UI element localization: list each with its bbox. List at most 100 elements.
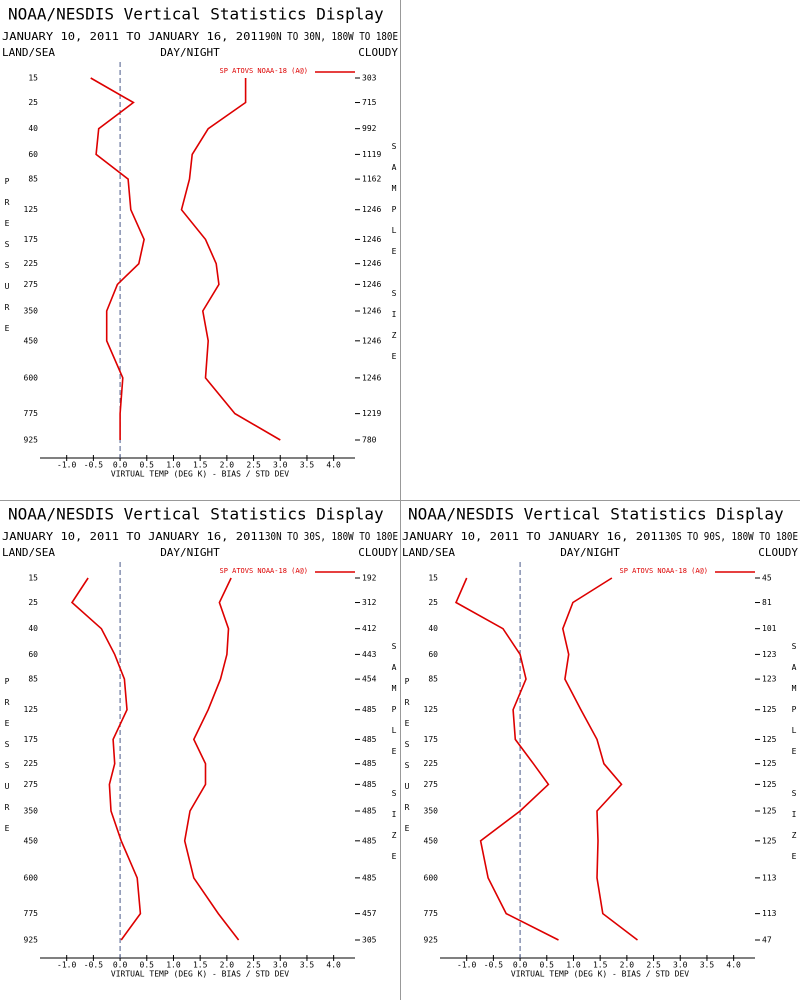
sample-size: 45: [762, 574, 772, 583]
x-tick-label: 0.5: [140, 961, 155, 970]
sample-size: 125: [762, 735, 777, 744]
x-tick-label: 2.5: [246, 961, 261, 970]
x-tick-label: 2.5: [246, 461, 261, 470]
sample-size: 992: [362, 124, 377, 133]
legend-label: SP ATOVS NOAA-18 (A@): [619, 567, 708, 575]
sample-size: 1246: [362, 306, 381, 315]
pressure-label: 600: [424, 873, 439, 882]
sample-size: 1246: [362, 259, 381, 268]
sample-size: 780: [362, 436, 377, 445]
date-range: JANUARY 10, 2011 TO JANUARY 16, 2011: [2, 530, 265, 543]
pressure-label: 925: [24, 936, 39, 945]
x-tick-label: 1.0: [566, 961, 581, 970]
sample-size: 312: [362, 598, 377, 607]
x-tick-label: -1.0: [57, 461, 76, 470]
x-tick-label: 3.5: [300, 461, 315, 470]
pressure-label: 60: [28, 150, 38, 159]
pressure-label: 275: [424, 780, 439, 789]
x-tick-label: 3.0: [673, 961, 688, 970]
x-tick-label: 3.0: [273, 461, 288, 470]
sample-size: 81: [762, 598, 772, 607]
x-tick-label: 0.5: [540, 961, 555, 970]
series-line: [454, 577, 559, 941]
land-sea-label: LAND/SEA: [402, 546, 455, 559]
legend-label: SP ATOVS NOAA-18 (A@): [219, 67, 308, 75]
x-tick-label: 4.0: [726, 961, 741, 970]
pressure-label: 85: [428, 675, 438, 684]
sample-size: 1219: [362, 409, 381, 418]
day-night-label: DAY/NIGHT: [560, 546, 620, 559]
land-sea-label: LAND/SEA: [2, 546, 55, 559]
pressure-label: 450: [424, 836, 439, 845]
sample-size: 485: [362, 705, 377, 714]
sample-size: 412: [362, 624, 377, 633]
pressure-label: 125: [424, 705, 439, 714]
pressure-label: 775: [424, 909, 439, 918]
pressure-label: 40: [28, 124, 38, 133]
pressure-label: 85: [28, 175, 38, 184]
x-axis-label: VIRTUAL TEMP (DEG K) - BIAS / STD DEV: [511, 970, 689, 979]
sample-size: 125: [762, 806, 777, 815]
x-tick-label: 2.0: [220, 961, 235, 970]
x-tick-label: -0.5: [484, 961, 503, 970]
cloudy-label: CLOUDY: [358, 46, 398, 59]
chart-panel: NOAA/NESDIS Vertical Statistics Display J…: [2, 505, 398, 979]
series-line: [90, 77, 145, 440]
x-tick-label: 0.0: [113, 461, 128, 470]
sample-size: 123: [762, 650, 777, 659]
series-line: [561, 577, 638, 941]
pressure-label: 275: [24, 280, 39, 289]
pressure-label: 225: [424, 759, 439, 768]
chart-title: NOAA/NESDIS Vertical Statistics Display: [8, 5, 384, 24]
pressure-label: 175: [24, 235, 39, 244]
sample-size: 457: [362, 909, 377, 918]
pressure-label: 350: [424, 806, 439, 815]
x-tick-label: -0.5: [84, 461, 103, 470]
x-tick-label: 1.5: [193, 961, 208, 970]
legend-label: SP ATOVS NOAA-18 (A@): [219, 567, 308, 575]
pressure-label: 175: [424, 735, 439, 744]
sample-size: 1246: [362, 205, 381, 214]
pressure-label: 600: [24, 873, 39, 882]
pressure-label: 25: [28, 98, 38, 107]
series-line: [70, 577, 142, 941]
land-sea-label: LAND/SEA: [2, 46, 55, 59]
pressure-label: 85: [28, 675, 38, 684]
pressure-label: 775: [24, 909, 39, 918]
x-axis-label: VIRTUAL TEMP (DEG K) - BIAS / STD DEV: [111, 470, 289, 479]
x-tick-label: 3.0: [273, 961, 288, 970]
date-range: JANUARY 10, 2011 TO JANUARY 16, 2011: [402, 530, 665, 543]
sample-size: 485: [362, 806, 377, 815]
sample-size: 125: [762, 759, 777, 768]
chart-title: NOAA/NESDIS Vertical Statistics Display: [408, 505, 784, 524]
x-tick-label: 1.0: [166, 961, 181, 970]
pressure-label: 775: [24, 409, 39, 418]
sample-size: 454: [362, 675, 377, 684]
sample-size: 485: [362, 836, 377, 845]
sample-size: 1119: [362, 150, 381, 159]
x-tick-label: 3.5: [300, 961, 315, 970]
sample-size: 113: [762, 873, 777, 882]
cloudy-label: CLOUDY: [358, 546, 398, 559]
pressure-label: 225: [24, 259, 39, 268]
sample-size: 1162: [362, 175, 381, 184]
series-line: [180, 78, 281, 441]
chart-panel: NOAA/NESDIS Vertical Statistics Display J…: [2, 5, 398, 479]
sample-size: 125: [762, 705, 777, 714]
chart-title: NOAA/NESDIS Vertical Statistics Display: [8, 505, 384, 524]
pressure-label: 15: [428, 574, 438, 583]
sample-size: 123: [762, 675, 777, 684]
sample-size: 485: [362, 735, 377, 744]
x-tick-label: 0.0: [113, 961, 128, 970]
pressure-label: 40: [28, 624, 38, 633]
pressure-label: 25: [428, 598, 438, 607]
sample-size: 485: [362, 873, 377, 882]
region: 30S TO 90S, 180W TO 180E: [665, 530, 798, 543]
sample-size: 125: [762, 780, 777, 789]
date-range: JANUARY 10, 2011 TO JANUARY 16, 2011: [2, 30, 265, 43]
sample-size: 113: [762, 909, 777, 918]
